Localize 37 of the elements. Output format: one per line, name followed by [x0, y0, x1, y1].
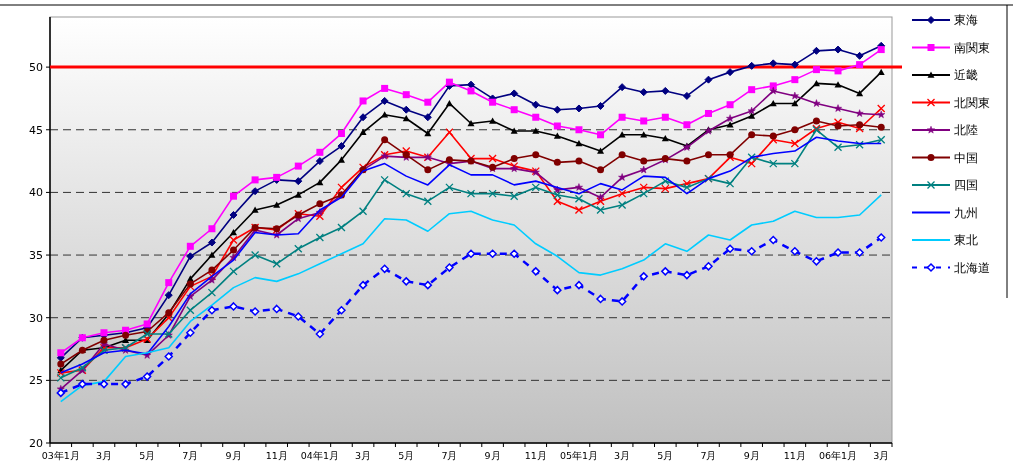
- x-tick-label: 04年1月: [300, 450, 339, 461]
- x-tick-label: 11月: [524, 450, 547, 461]
- x-tick-label: 11月: [265, 450, 288, 461]
- legend-label: 北陸: [954, 123, 978, 137]
- x-tick-label: 3月: [95, 450, 112, 461]
- x-tick-label: 7月: [700, 450, 717, 461]
- x-tick-label: 9月: [225, 450, 242, 461]
- legend-label: 近畿: [954, 68, 978, 82]
- x-tick-label: 03年1月: [41, 450, 80, 461]
- x-tick-label: 5月: [657, 450, 674, 461]
- y-tick-label: 35: [29, 249, 43, 263]
- legend-label: 東海: [954, 13, 978, 27]
- y-tick-label: 40: [29, 186, 43, 200]
- x-tick-label: 5月: [139, 450, 156, 461]
- x-tick-label: 5月: [398, 450, 415, 461]
- y-tick-label: 30: [29, 311, 43, 325]
- y-tick-label: 20: [29, 437, 43, 450]
- y-tick-label: 45: [29, 123, 43, 137]
- x-tick-label: 06年1月: [818, 450, 858, 461]
- legend-label: 中国: [954, 150, 978, 165]
- x-tick-label: 7月: [441, 450, 458, 461]
- legend-label: 四国: [954, 178, 978, 192]
- x-tick-label: 3月: [355, 450, 372, 461]
- x-tick-label: 3月: [873, 450, 890, 461]
- x-tick-label: 9月: [484, 450, 501, 461]
- legend-label: 東北: [954, 233, 978, 247]
- legend-label: 南関東: [954, 40, 990, 55]
- x-tick-label: 11月: [783, 450, 806, 461]
- y-tick-label: 50: [29, 61, 43, 75]
- x-tick-label: 05年1月: [559, 450, 599, 461]
- x-tick-label: 3月: [614, 450, 631, 461]
- x-tick-label: 7月: [182, 450, 199, 461]
- x-tick-label: 9月: [743, 450, 760, 461]
- legend-label: 九州: [954, 205, 978, 220]
- y-tick-label: 25: [29, 374, 43, 388]
- legend-label: 北海道: [954, 260, 990, 275]
- legend-label: 北関東: [954, 95, 990, 110]
